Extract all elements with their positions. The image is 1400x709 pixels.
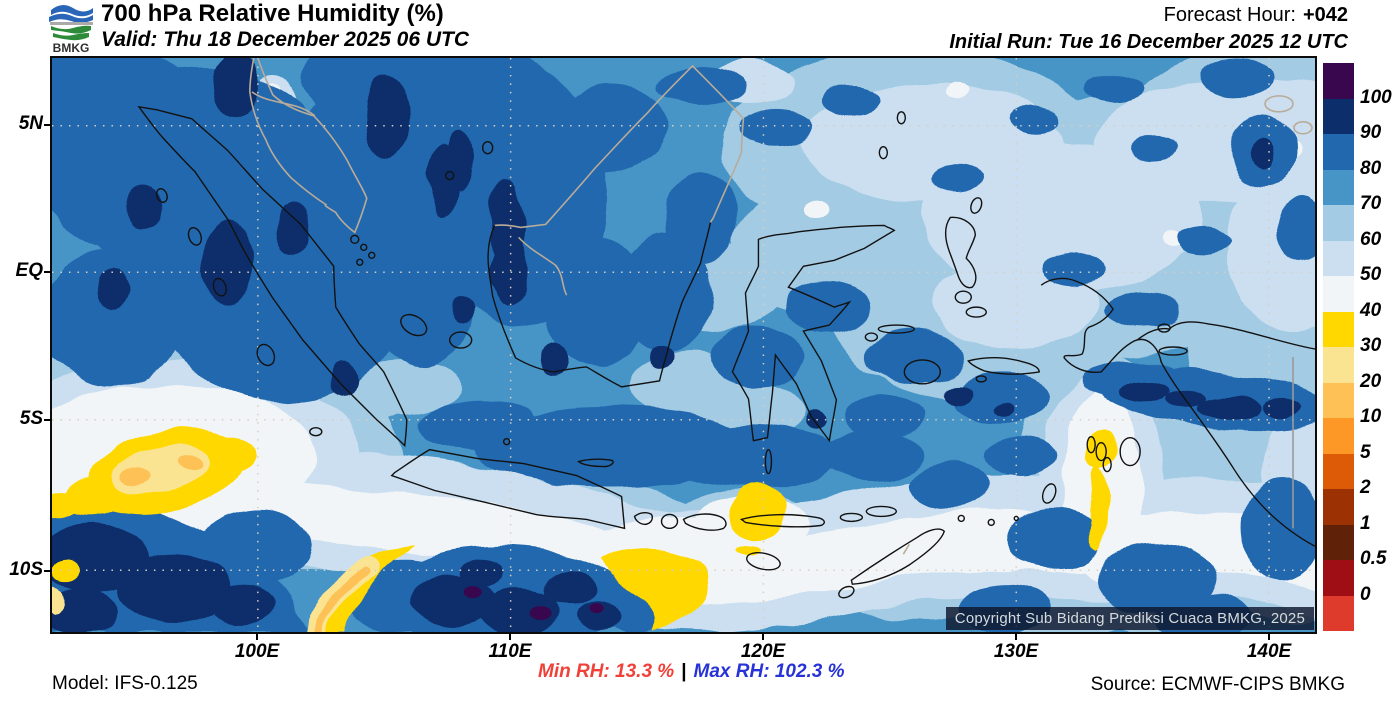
- legend-swatch-13: [1323, 524, 1354, 560]
- legend-label-60: 60: [1360, 228, 1382, 250]
- initial-run: Initial Run: Tue 16 December 2025 12 UTC: [949, 31, 1348, 53]
- contour-90-100: [52, 58, 1304, 632]
- legend-swatch-15: [1323, 595, 1354, 631]
- foreign-coastlines: [249, 58, 1313, 555]
- minmax-separator: |: [681, 661, 687, 682]
- legend-swatch-3: [1323, 169, 1354, 205]
- lat-tick-mark: [44, 419, 51, 421]
- lat-tick-mark: [44, 570, 51, 572]
- legend-swatch-1: [1323, 98, 1354, 134]
- lat-tick-label-10S: 10S: [9, 559, 43, 580]
- page-title: 700 hPa Relative Humidity (%): [101, 0, 444, 27]
- legend-label-40: 40: [1360, 299, 1382, 321]
- legend-label-0.5: 0.5: [1360, 548, 1387, 569]
- legend-label-0: 0: [1360, 583, 1371, 605]
- forecast-hour: Forecast Hour: +042: [1164, 4, 1348, 27]
- lat-tick-label-5N: 5N: [18, 113, 43, 134]
- legend-swatch-12: [1323, 489, 1354, 525]
- map-frame: Copyright Sub Bidang Prediksi Cuaca BMKG…: [50, 56, 1317, 634]
- lat-tick-label-EQ: EQ: [15, 260, 43, 281]
- legend-label-10: 10: [1360, 406, 1382, 427]
- legend-label-70: 70: [1360, 193, 1382, 214]
- logo-cloud-stripes: [49, 4, 93, 22]
- lon-tick-label-100E: 100E: [234, 641, 280, 662]
- legend-label-80: 80: [1360, 157, 1382, 179]
- min-rh-value: Min RH: 13.3 %: [538, 661, 675, 682]
- forecast-hour-label: Forecast Hour:: [1163, 4, 1296, 26]
- lon-tick-mark: [256, 633, 258, 640]
- legend-swatch-2: [1323, 134, 1354, 170]
- lon-tick-label-140E: 140E: [1246, 641, 1292, 662]
- indonesia-coastlines: [137, 105, 1315, 599]
- map-copyright: Copyright Sub Bidang Prediksi Cuaca BMKG…: [945, 607, 1314, 630]
- lat-tick-label-5S: 5S: [19, 408, 43, 429]
- lon-tick-mark: [762, 633, 764, 640]
- logo-wave-stripes: [51, 25, 91, 41]
- logo-gray-band: [50, 22, 93, 25]
- legend-label-90: 90: [1360, 122, 1382, 143]
- legend-label-20: 20: [1360, 370, 1382, 392]
- model-label: Model: IFS-0.125: [52, 673, 198, 694]
- legend-swatch-4: [1323, 205, 1354, 241]
- contour-dry-yellow: [52, 428, 1121, 632]
- lon-tick-label-120E: 120E: [740, 641, 786, 662]
- source-label: Source: ECMWF-CIPS BMKG: [1090, 674, 1345, 695]
- lat-tick-mark: [44, 271, 51, 273]
- logo-text: BMKG: [53, 41, 90, 55]
- minmax-annotation: Min RH: 13.3 % | Max RH: 102.3 %: [538, 661, 845, 683]
- bmkg-logo: BMKG: [49, 4, 93, 55]
- lon-tick-label-110E: 110E: [488, 641, 532, 662]
- humidity-contour-map: [52, 58, 1315, 632]
- legend-label-5: 5: [1360, 441, 1371, 463]
- lon-tick-mark: [509, 633, 511, 640]
- legend-swatch-11: [1323, 453, 1354, 489]
- valid-time: Valid: Thu 18 December 2025 06 UTC: [101, 28, 470, 51]
- max-rh-value: Max RH: 102.3 %: [693, 661, 845, 682]
- legend-label-2: 2: [1360, 477, 1371, 498]
- legend-swatch-14: [1323, 560, 1354, 596]
- lat-tick-mark: [44, 124, 51, 126]
- legend-label-1: 1: [1360, 512, 1371, 534]
- legend-swatch-0: [1323, 63, 1354, 99]
- forecast-hour-value: +042: [1302, 4, 1348, 26]
- legend-label-30: 30: [1360, 335, 1382, 356]
- legend-swatch-9: [1323, 382, 1354, 418]
- legend-swatch-10: [1323, 418, 1354, 454]
- legend-label-100: 100: [1360, 86, 1392, 108]
- contour-80-90: [52, 58, 1315, 632]
- lon-tick-mark: [1268, 633, 1270, 640]
- contour-over-100: [463, 586, 604, 621]
- legend-swatch-6: [1323, 276, 1354, 312]
- legend-swatch-5: [1323, 240, 1354, 276]
- lon-tick-mark: [1015, 633, 1017, 640]
- legend-swatch-8: [1323, 347, 1354, 383]
- legend-label-50: 50: [1360, 264, 1382, 285]
- legend-swatch-7: [1323, 311, 1354, 347]
- lon-tick-label-130E: 130E: [993, 641, 1039, 662]
